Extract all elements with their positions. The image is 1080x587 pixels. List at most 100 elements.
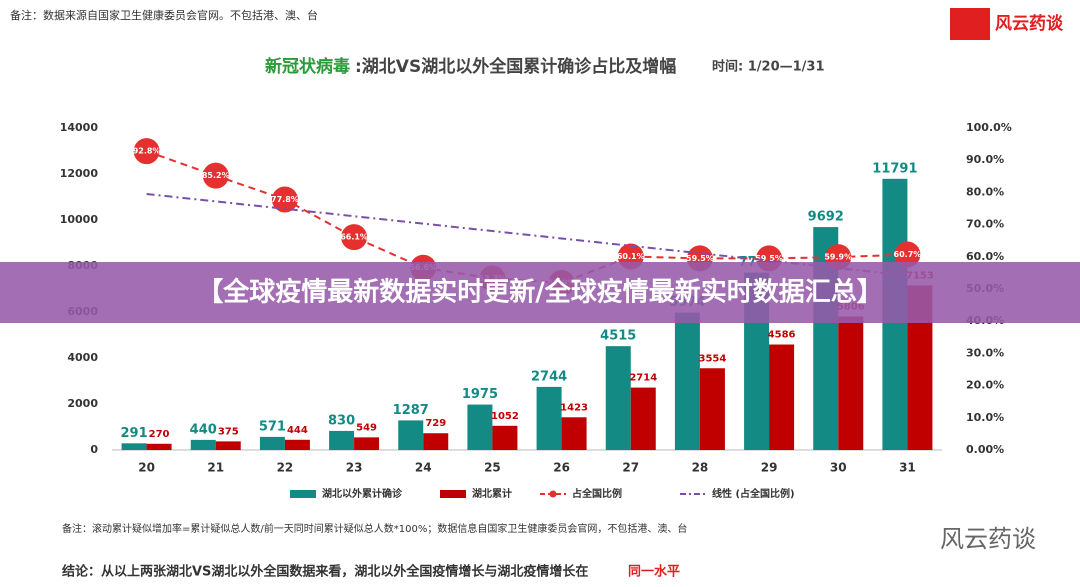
- legend-label: 湖北累计: [472, 487, 512, 500]
- ratio-label: 59.5%: [686, 254, 714, 263]
- bar-label: 444: [287, 425, 308, 436]
- bar-label: 2744: [531, 369, 567, 384]
- legend-dot: [549, 490, 557, 498]
- y2-tick-label: 10.0%: [966, 411, 1004, 424]
- x-tick-label: 25: [484, 461, 501, 475]
- watermark: 风云药谈: [940, 525, 1036, 553]
- bar-label: 1052: [491, 411, 519, 422]
- y2-tick-label: 0.00%: [966, 443, 1004, 456]
- banner-bg: [0, 262, 1080, 323]
- x-tick-label: 24: [415, 461, 432, 475]
- y2-tick-label: 70.0%: [966, 218, 1004, 231]
- bar: [561, 417, 587, 450]
- bar-label: 440: [190, 422, 217, 437]
- x-tick-label: 20: [138, 461, 155, 475]
- x-tick-label: 22: [277, 461, 294, 475]
- bar: [630, 387, 656, 450]
- bar-label: 4586: [768, 330, 796, 341]
- bar: [423, 433, 449, 450]
- y2-tick-label: 100.0%: [966, 121, 1012, 134]
- bar: [284, 439, 310, 450]
- bar-label: 571: [259, 419, 286, 434]
- conclusion-highlight: 同一水平: [628, 564, 680, 580]
- bar: [398, 420, 424, 450]
- x-tick-label: 27: [622, 461, 639, 475]
- chart-title: :湖北VS湖北以外全国累计确诊占比及增幅: [355, 56, 676, 77]
- x-tick-label: 21: [207, 461, 224, 475]
- y-tick-label: 12000: [60, 167, 99, 180]
- bar: [838, 316, 864, 450]
- bar-label: 4515: [600, 329, 636, 344]
- bar: [354, 437, 380, 450]
- ratio-point: [341, 224, 368, 251]
- bar: [146, 443, 172, 450]
- ratio-label: 77.8%: [271, 195, 299, 204]
- ratio-label: 92.8%: [133, 147, 161, 156]
- y2-tick-label: 20.0%: [966, 379, 1004, 392]
- bottom-note: 备注：滚动累计疑似增加率=累计疑似总人数/前一天同时间累计疑似总人数*100%；…: [62, 522, 687, 535]
- legend-label: 占全国比例: [572, 487, 622, 500]
- bar-label: 1975: [462, 387, 498, 402]
- x-tick-label: 26: [553, 461, 570, 475]
- period: 时间: 1/20—1/31: [712, 59, 825, 75]
- bar: [467, 404, 493, 450]
- bar: [215, 441, 241, 450]
- ratio-label: 85.2%: [202, 171, 230, 180]
- ratio-label: 59.9%: [824, 253, 852, 262]
- trend-line: [146, 193, 908, 277]
- ratio-point: [894, 241, 921, 268]
- conclusion: 结论：从以上两张湖北VS湖北以外全国数据来看，湖北以外全国疫情增长与湖北疫情增长…: [62, 564, 588, 580]
- legend-swatch: [440, 490, 466, 498]
- bar-label: 291: [121, 426, 148, 441]
- y-tick-label: 2000: [67, 397, 98, 410]
- y2-tick-label: 80.0%: [966, 185, 1004, 198]
- bar: [536, 386, 562, 450]
- y2-tick-label: 30.0%: [966, 346, 1004, 359]
- bar-label: 375: [218, 426, 239, 437]
- bar: [121, 443, 147, 450]
- ratio-label: 66.1%: [340, 233, 368, 242]
- bar-label: 729: [425, 418, 446, 429]
- y-tick-label: 4000: [67, 351, 98, 364]
- ratio-label: 60.1%: [617, 252, 645, 261]
- logo: 风云药谈: [995, 13, 1064, 34]
- x-tick-label: 23: [346, 461, 363, 475]
- bar: [605, 346, 631, 450]
- ratio-label: 60.7%: [894, 250, 922, 259]
- y2-tick-label: 90.0%: [966, 153, 1004, 166]
- ratio-point: [133, 138, 160, 165]
- x-tick-label: 28: [692, 461, 709, 475]
- bar-label: 270: [149, 429, 170, 440]
- logo-icon: [950, 8, 990, 40]
- bar-label: 1423: [560, 402, 588, 413]
- bar: [674, 312, 700, 450]
- bar-label: 9692: [808, 210, 844, 225]
- y-tick-label: 10000: [60, 213, 99, 226]
- bar-label: 830: [328, 413, 355, 428]
- bar-label: 3554: [698, 353, 726, 364]
- legend-label: 湖北以外累计确诊: [322, 487, 403, 500]
- ratio-label: 59.5%: [755, 254, 783, 263]
- bar-label: 549: [356, 422, 377, 433]
- y-tick-label: 0: [90, 443, 98, 456]
- x-tick-label: 29: [761, 461, 778, 475]
- bar-label: 1287: [393, 403, 429, 418]
- bar: [699, 368, 725, 450]
- x-tick-label: 31: [899, 461, 916, 475]
- y2-tick-label: 60.0%: [966, 250, 1004, 263]
- ratio-point: [271, 186, 298, 213]
- top-note: 备注：数据来源自国家卫生健康委员会官网。不包括港、澳、台: [10, 8, 318, 22]
- bar: [190, 439, 216, 450]
- title-highlight: 新冠状病毒: [265, 56, 350, 77]
- bar: [329, 430, 355, 450]
- bar: [769, 344, 795, 450]
- bar: [259, 436, 285, 450]
- y-tick-label: 14000: [60, 121, 99, 134]
- legend-label: 线性 (占全国比例): [712, 487, 795, 500]
- banner: 【全球疫情最新数据实时更新/全球疫情最新实时数据汇总】: [197, 277, 883, 308]
- x-tick-label: 30: [830, 461, 847, 475]
- ratio-point: [202, 162, 229, 189]
- legend-swatch: [290, 490, 316, 498]
- bar-label: 11791: [872, 161, 917, 176]
